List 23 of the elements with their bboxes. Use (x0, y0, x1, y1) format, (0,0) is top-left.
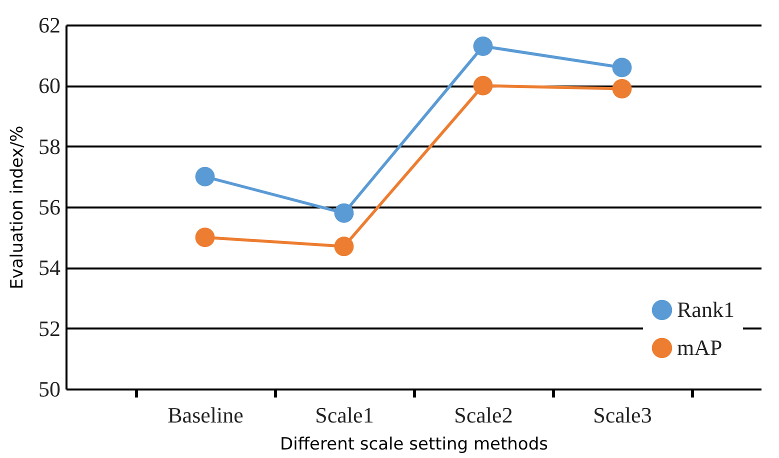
y-axis-title: Evaluation index/% (8, 126, 28, 290)
x-tick-label: Baseline (168, 402, 244, 428)
x-axis-title: Different scale setting methods (280, 434, 548, 454)
x-tick-label: Scale1 (315, 402, 374, 428)
y-tick-label: 62 (38, 12, 60, 38)
x-tick-label: Scale3 (593, 402, 652, 428)
point (195, 228, 215, 248)
point (473, 36, 493, 56)
legend-label: Rank1 (677, 297, 734, 322)
y-tick-label: 54 (38, 255, 60, 280)
y-tick-label: 56 (38, 194, 60, 220)
y-tick-label: 52 (38, 316, 60, 341)
point (334, 203, 354, 223)
y-tick-label: 60 (38, 73, 60, 98)
x-tick-label: Scale2 (454, 402, 513, 428)
y-tick-label: 50 (38, 376, 60, 402)
y-tick-label: 58 (38, 134, 60, 159)
point (195, 166, 215, 186)
point (473, 76, 493, 96)
point (612, 58, 632, 78)
point (612, 78, 632, 98)
point (334, 236, 354, 256)
legend-label: mAP (677, 335, 722, 360)
